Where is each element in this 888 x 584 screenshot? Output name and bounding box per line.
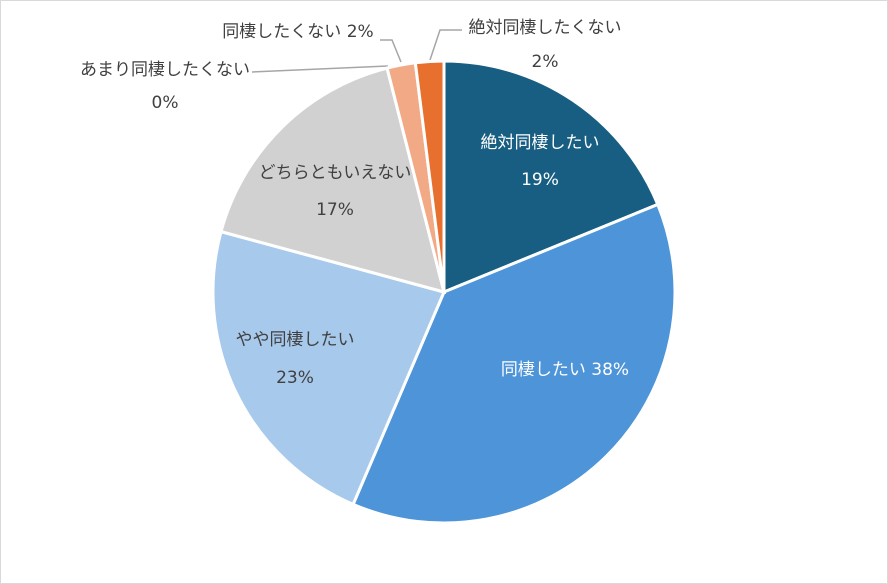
pie-slice <box>219 66 447 295</box>
value-label: 2% <box>532 52 559 72</box>
value-label: 0% <box>152 93 179 113</box>
category-label: 絶対同棲したくない <box>469 18 622 38</box>
leader-lines <box>251 29 462 73</box>
leader-line <box>380 39 402 63</box>
value-label: 23% <box>276 368 314 388</box>
pie-slice <box>413 59 446 293</box>
value-label: 2% <box>347 22 374 42</box>
leader-line <box>429 29 462 61</box>
category-label: 同棲したくない <box>222 22 341 42</box>
pie-slice <box>351 202 677 525</box>
data-label: 同棲したくない 2% <box>222 22 373 42</box>
value-label: 38% <box>591 360 629 380</box>
category-label: やや同棲したい <box>236 330 355 350</box>
data-label: 同棲したい 38% <box>501 360 629 380</box>
pie-slice <box>442 59 660 295</box>
pie-slice <box>211 229 447 507</box>
category-label: 同棲したい <box>501 360 586 380</box>
value-label: 19% <box>521 170 559 190</box>
category-label: どちらともいえない <box>259 163 412 183</box>
value-label: 17% <box>316 200 354 220</box>
category-label: あまり同棲したくない <box>80 60 250 80</box>
category-label: 絶対同棲したい <box>481 133 600 153</box>
leader-line <box>251 65 389 73</box>
